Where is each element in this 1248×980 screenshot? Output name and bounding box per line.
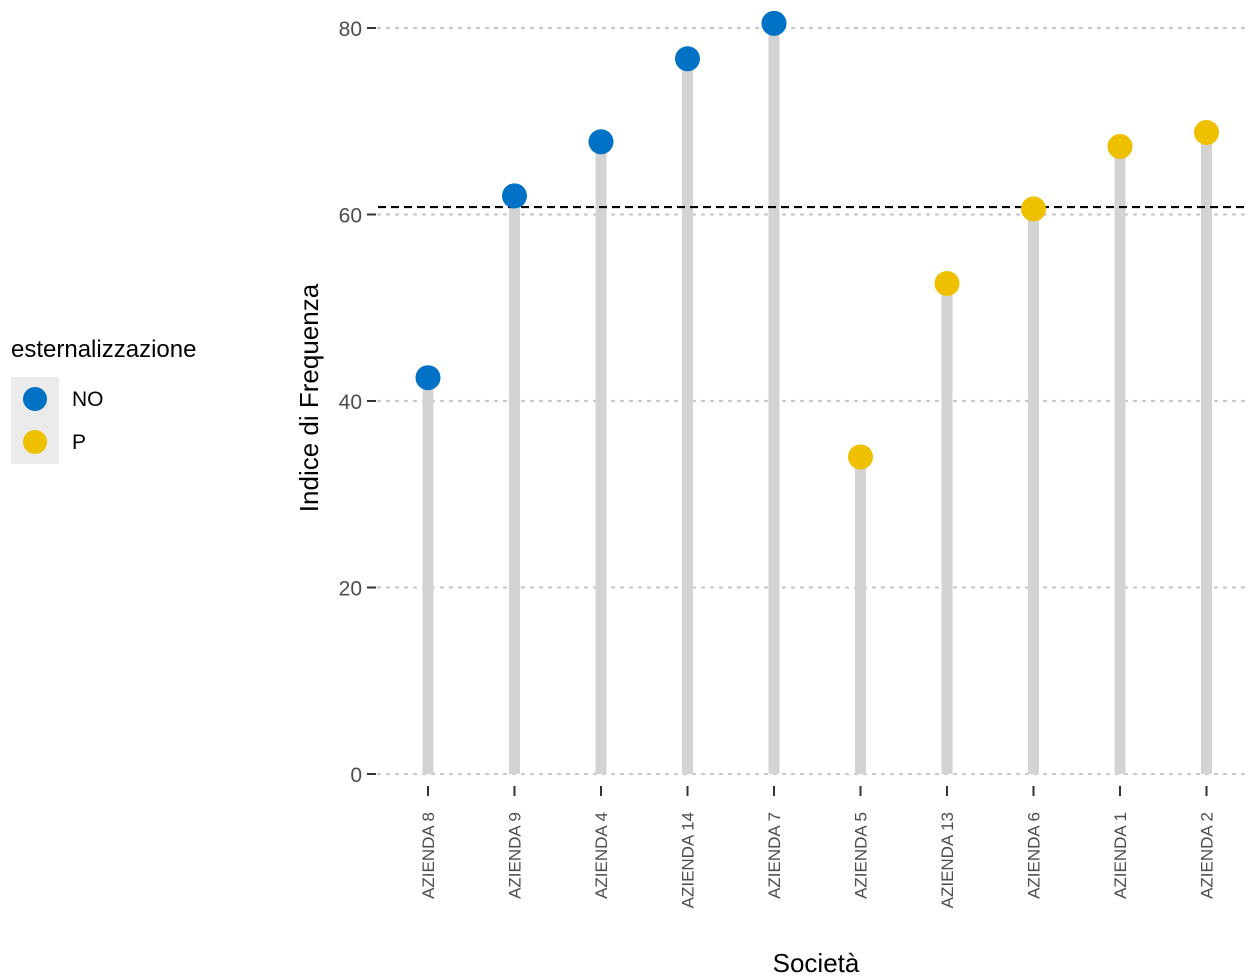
point-azienda-9 bbox=[502, 183, 527, 209]
point-azienda-6 bbox=[1021, 196, 1046, 222]
y-tick-label: 40 bbox=[339, 391, 362, 414]
x-tick-label: AZIENDA 9 bbox=[506, 812, 525, 899]
x-axis: AZIENDA 8 AZIENDA 9 AZIENDA 4 AZIENDA 14 AZI… bbox=[419, 786, 1217, 908]
lollipop-stems bbox=[422, 23, 1212, 774]
legend-key-no bbox=[23, 387, 47, 411]
y-tick-label: 80 bbox=[339, 18, 362, 41]
x-tick-label: AZIENDA 6 bbox=[1025, 812, 1044, 899]
x-axis-title: Società bbox=[773, 948, 860, 975]
y-tick-label: 0 bbox=[350, 764, 362, 787]
legend-label-p: P bbox=[72, 431, 86, 454]
y-tick-label: 20 bbox=[339, 578, 362, 601]
grid-lines bbox=[376, 26, 1248, 776]
point-azienda-8 bbox=[415, 365, 441, 391]
point-azienda-4 bbox=[588, 129, 614, 155]
legend-label-no: NO bbox=[72, 388, 104, 411]
x-tick-label: AZIENDA 1 bbox=[1111, 812, 1130, 899]
point-azienda-7 bbox=[761, 10, 787, 36]
x-tick-label: AZIENDA 8 bbox=[419, 812, 438, 899]
x-tick-label: AZIENDA 4 bbox=[592, 812, 611, 899]
x-tick-label: AZIENDA 2 bbox=[1198, 812, 1217, 899]
point-azienda-2 bbox=[1194, 119, 1219, 145]
x-tick-label: AZIENDA 13 bbox=[938, 812, 957, 908]
point-azienda-14 bbox=[675, 46, 700, 72]
point-azienda-1 bbox=[1107, 133, 1133, 159]
legend: esternalizzazione NO P bbox=[11, 336, 196, 464]
legend-key-p bbox=[23, 430, 47, 454]
legend-title: esternalizzazione bbox=[11, 336, 196, 363]
y-axis: 0 20 40 60 80 bbox=[339, 18, 376, 787]
lollipop-points bbox=[415, 10, 1219, 470]
y-tick-label: 60 bbox=[339, 205, 362, 228]
x-tick-label: AZIENDA 5 bbox=[852, 812, 871, 899]
x-tick-label: AZIENDA 14 bbox=[679, 812, 698, 908]
y-axis-title: Indice di Frequenza bbox=[294, 283, 324, 512]
x-tick-label: AZIENDA 7 bbox=[765, 812, 784, 899]
point-azienda-13 bbox=[934, 271, 960, 297]
point-azienda-5 bbox=[848, 444, 873, 470]
